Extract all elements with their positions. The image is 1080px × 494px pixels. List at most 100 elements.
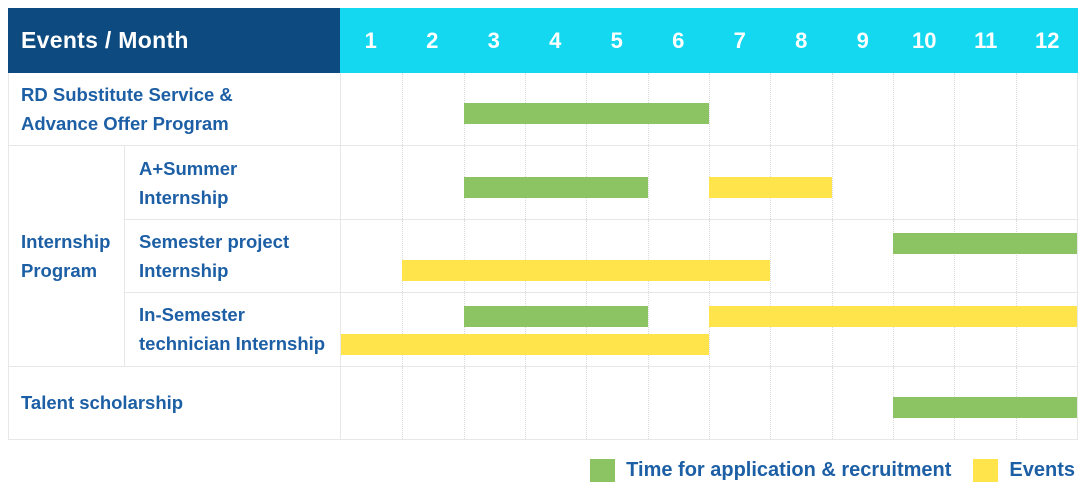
month-gridline (770, 366, 772, 439)
bar-area-rd-substitute-service (341, 73, 1077, 147)
month-gridline (954, 293, 956, 366)
row-label-line: RD Substitute Service & (21, 84, 233, 106)
month-header-3: 3 (487, 27, 500, 53)
row-label-a-plus-summer-internship: A+Summer Internship (125, 146, 341, 220)
month-gridline (1015, 219, 1017, 293)
month-gridline (586, 219, 588, 293)
month-gridline (831, 219, 833, 293)
legend-label-application: Time for application & recruitment (626, 459, 952, 481)
month-header-6: 6 (672, 27, 685, 53)
month-header-row: 1 2 3 4 5 6 7 8 9 10 11 12 (340, 8, 1078, 73)
month-gridline (1015, 73, 1017, 146)
row-label-line: Internship (139, 259, 229, 281)
month-gridline (831, 146, 833, 219)
month-gridline (647, 219, 649, 293)
month-gridline (893, 73, 894, 146)
table-header-row: Events / Month 1 2 3 4 5 6 7 8 9 10 11 12 (8, 8, 1078, 73)
month-header-12: 12 (1035, 27, 1060, 53)
legend: Time for application & recruitment Event… (590, 459, 1075, 482)
row-label-talent-scholarship: Talent scholarship (9, 366, 341, 440)
month-gridline (647, 293, 649, 366)
month-gridline (525, 219, 526, 293)
gantt-bar-event (709, 306, 1077, 328)
bar-area-semester-project-internship (341, 219, 1077, 294)
month-gridline (893, 293, 894, 366)
month-gridline (831, 366, 833, 439)
month-gridline (893, 146, 894, 219)
month-gridline (402, 219, 404, 293)
month-gridline (647, 146, 649, 219)
row-label-semester-project-internship: Semester project Internship (125, 219, 341, 294)
month-gridline (402, 293, 404, 366)
bar-area-a-plus-summer-internship (341, 146, 1077, 220)
month-gridline (709, 73, 710, 146)
month-header-4: 4 (549, 27, 562, 53)
row-label-in-semester-technician-internship: In-Semester technician Internship (125, 293, 341, 367)
month-gridline (586, 366, 588, 439)
gantt-bar-application (463, 306, 648, 328)
gantt-table: Events / Month 1 2 3 4 5 6 7 8 9 10 11 12 RD Substi… (8, 8, 1078, 440)
month-gridline (1015, 293, 1017, 366)
gantt-bar-event (709, 176, 832, 198)
row-label-line: Internship (139, 186, 229, 208)
month-gridline (525, 366, 526, 439)
month-gridline (709, 366, 710, 439)
month-gridline (463, 366, 465, 439)
month-header-1: 1 (364, 27, 377, 53)
month-header-9: 9 (856, 27, 869, 53)
group-label-line: Internship (21, 230, 111, 252)
month-gridline (893, 219, 894, 293)
legend-swatch-events-icon (973, 459, 999, 482)
month-gridline (586, 293, 588, 366)
month-header-10: 10 (912, 27, 937, 53)
legend-item-application: Time for application & recruitment (590, 459, 951, 482)
legend-label-events: Events (1009, 459, 1075, 481)
row-label-line: In-Semester (139, 304, 245, 326)
month-gridline (463, 293, 465, 366)
gantt-body: RD Substitute Service & Advance Offer Pro… (8, 73, 1078, 440)
gantt-bar-event (341, 333, 709, 355)
month-header-2: 2 (426, 27, 439, 53)
gantt-bar-event (402, 260, 771, 282)
month-gridline (831, 293, 833, 366)
month-gridline (831, 73, 833, 146)
month-gridline (770, 73, 772, 146)
gantt-bar-application (893, 232, 1077, 254)
month-gridline (402, 146, 404, 219)
month-gridline (402, 366, 404, 439)
legend-swatch-application-icon (590, 459, 616, 482)
month-header-8: 8 (795, 27, 808, 53)
gantt-bar-application (463, 103, 709, 125)
month-gridline (954, 73, 956, 146)
row-label-line: A+Summer (139, 157, 238, 179)
gantt-bar-application (463, 176, 648, 198)
row-label-line: Talent scholarship (21, 392, 184, 414)
header-corner-cell: Events / Month (8, 8, 340, 73)
legend-item-events: Events (973, 459, 1075, 482)
row-label-line: technician Internship (139, 333, 326, 355)
group-label-line: Program (21, 259, 98, 281)
month-header-7: 7 (733, 27, 746, 53)
month-gridline (647, 366, 649, 439)
group-label-internship-program: Internship Program (9, 146, 125, 367)
month-gridline (525, 293, 526, 366)
month-gridline (954, 146, 956, 219)
row-label-rd-substitute-service: RD Substitute Service & Advance Offer Pro… (9, 73, 341, 147)
table-title: Events / Month (21, 27, 189, 53)
month-gridline (954, 219, 956, 293)
month-gridline (402, 73, 404, 146)
month-header-5: 5 (610, 27, 623, 53)
bar-area-in-semester-technician-internship (341, 293, 1077, 367)
month-gridline (1015, 146, 1017, 219)
bar-area-talent-scholarship (341, 366, 1077, 440)
month-gridline (463, 219, 465, 293)
month-gridline (770, 219, 772, 293)
month-header-11: 11 (974, 27, 998, 53)
gantt-bar-application (893, 397, 1077, 418)
month-gridline (709, 219, 710, 293)
month-gridline (709, 293, 710, 366)
row-label-line: Advance Offer Program (21, 113, 229, 135)
row-label-line: Semester project (139, 230, 290, 252)
month-gridline (770, 293, 772, 366)
